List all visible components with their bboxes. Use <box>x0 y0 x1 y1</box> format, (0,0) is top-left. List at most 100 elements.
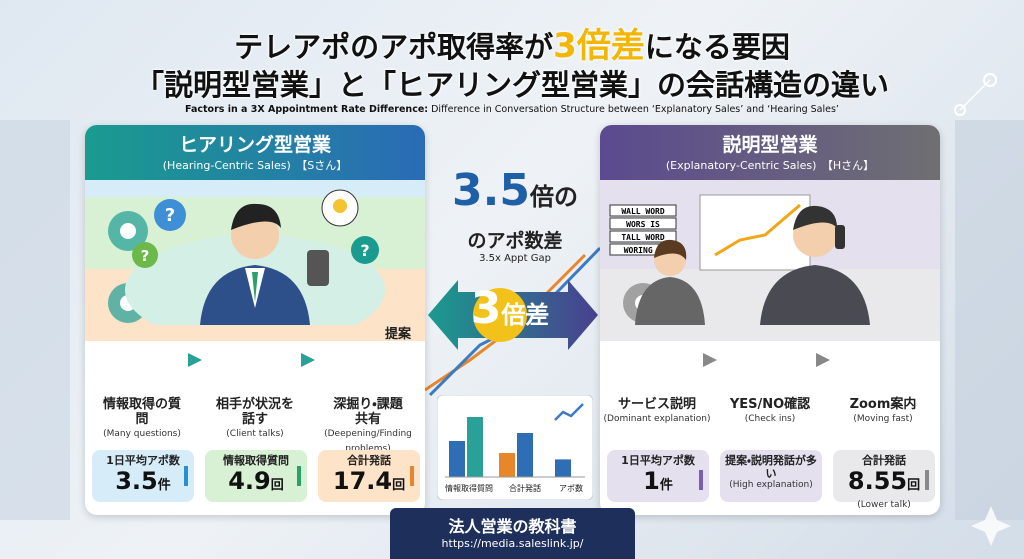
icon-text: WALL WORD <box>621 207 665 216</box>
step-label: YES/NO確認 (Check ins) <box>715 397 825 427</box>
step-label-jp: サービス説明 <box>617 397 696 412</box>
x-tick-label: 情報取得質問 <box>445 483 493 493</box>
panel-subtitle-en: (Hearing-Centric Sales) <box>162 159 291 172</box>
icon-text: WORS IS <box>626 220 660 229</box>
footer-url: https://media.saleslink.jp/ <box>441 537 584 550</box>
stat-value-row: 1件 <box>607 467 709 500</box>
step-arrow <box>301 353 315 367</box>
ratio-line-2: のアポ数差 <box>467 230 563 252</box>
bar <box>467 417 483 477</box>
step-label-en: (Check ins) <box>744 414 796 424</box>
ratio-block: 3.5倍の <box>440 165 590 216</box>
panel-title: 説明型営業 <box>722 134 818 156</box>
ratio-unit: 倍の <box>529 183 578 211</box>
stat-label: 1日平均アポ数 <box>106 454 180 467</box>
step-note: 提案 <box>385 327 412 342</box>
ratio-value: 3.5 <box>452 165 530 216</box>
step-arrow <box>703 353 717 367</box>
footer-brand: 法人営業の教科書 <box>448 517 577 536</box>
stat-label: 合計発話 <box>862 454 906 467</box>
stat-value: 4.9 <box>228 467 271 495</box>
svg-text:?: ? <box>360 241 369 260</box>
step-icon: WALL WORD WORS IS TALL WORD WORING T <box>609 204 677 256</box>
icon-shape <box>120 223 136 239</box>
stat-note: (High explanation) <box>729 480 813 490</box>
icon-text: WORING T <box>624 246 663 255</box>
step-label-jp: 情報取得の質問 <box>102 397 181 427</box>
step-label-jp: Zoom案内 <box>849 397 917 412</box>
step-label: Zoom案内 (Moving fast) <box>828 397 938 427</box>
stat-unit: 回 <box>907 478 921 493</box>
ratio-en: 3.5x Appt Gap <box>479 253 551 264</box>
banner-value: 3 <box>470 283 502 334</box>
icon-line-box <box>609 204 677 217</box>
x-tick-label: アポ数 <box>559 483 583 493</box>
panel-title: ヒアリング型営業 <box>178 134 331 156</box>
stat-box: 合計発話 8.55回 (Lower talk) <box>833 450 935 510</box>
stat-box: 提案・説明発話が多い (High explanation) <box>720 450 822 502</box>
step-label: サービス説明 (Dominant explanation) <box>602 397 712 427</box>
stat-label: 1日平均アポ数 <box>621 454 695 467</box>
stat-arrow <box>184 466 188 486</box>
step-label: 相手が状況を話す (Client talks) <box>200 397 310 442</box>
step-icon <box>108 211 148 251</box>
svg-text:?: ? <box>141 247 150 265</box>
stat-box: 1日平均アポ数 3.5件 <box>92 450 194 502</box>
stat-arrow <box>699 470 703 490</box>
stat-value: 17.4 <box>332 467 393 495</box>
salesperson-illustration: ? ? ? <box>125 189 385 325</box>
step-label-en: (Dominant explanation) <box>603 414 711 424</box>
subtitle-rest: Difference in Conversation Structure bet… <box>428 104 839 115</box>
step-label-en: (Moving fast) <box>853 414 913 424</box>
step-label: 深掘り・課題共有 (Deepening/Finding problems) <box>313 397 423 457</box>
step-arrow <box>188 353 202 367</box>
stat-unit: 件 <box>659 478 673 493</box>
stat-unit: 件 <box>157 478 171 493</box>
banner-unit: 倍差 <box>501 301 550 329</box>
stat-box: 1日平均アポ数 1件 <box>607 450 709 502</box>
title-line-2: 「説明型営業」と「ヒアリング型営業」の会話構造の違い <box>134 68 889 102</box>
panel-subtitle: (Hearing-Centric Sales) 【Sさん】 <box>85 157 425 173</box>
stat-arrow <box>297 466 301 486</box>
step-label-en: (Deepening/Finding problems) <box>324 429 412 454</box>
step-label-en: (Many questions) <box>103 429 181 439</box>
bar <box>517 433 533 477</box>
stat-label: 合計発話 <box>347 454 391 467</box>
salesperson-illustration <box>635 194 870 325</box>
stat-label: 情報取得質問 <box>223 454 289 467</box>
panel-person: 【Sさん】 <box>301 159 348 172</box>
bar <box>499 453 515 477</box>
stat-unit: 回 <box>392 478 406 493</box>
panel-subtitle-en: (Explanatory-Centric Sales) <box>665 159 817 172</box>
stat-value-row: 3.5件 <box>92 467 194 500</box>
stat-arrow <box>410 466 414 486</box>
icon-line-box <box>609 217 677 230</box>
title-part: になる要因 <box>644 30 790 64</box>
stat-label: 提案・説明発話が多い <box>725 454 817 480</box>
icon-text: TALL WORD <box>621 233 665 242</box>
title-line-1: テレアポのアポ取得率が3倍差になる要因 <box>0 18 1024 67</box>
bar <box>449 441 465 477</box>
icon-line-box <box>609 230 677 243</box>
panel-header: 説明型営業 (Explanatory-Centric Sales) 【Hさん】 <box>600 125 940 180</box>
step-label-jp: 深掘り・課題共有 <box>333 397 403 427</box>
step-label-jp: 相手が状況を話す <box>215 397 294 427</box>
title-part: テレアポのアポ取得率が <box>234 30 554 64</box>
mini-chart: 情報取得質問 合計発話 アポ数 <box>437 395 593 500</box>
step-label-jp: YES/NO確認 <box>729 397 811 412</box>
stat-arrow <box>925 470 929 490</box>
stat-box: 合計発話 17.4回 <box>318 450 420 502</box>
title-highlight: 3倍差 <box>553 26 645 66</box>
subtitle: Factors in a 3X Appointment Rate Differe… <box>0 104 1024 115</box>
stat-value: 8.55 <box>847 467 908 495</box>
x-tick-label: 合計発話 <box>509 483 541 493</box>
stat-box: 情報取得質問 4.9回 <box>205 450 307 502</box>
hearing-panel: ヒアリング型営業 (Hearing-Centric Sales) 【Sさん】 ?… <box>85 125 425 515</box>
footer: 法人営業の教科書 https://media.saleslink.jp/ <box>390 508 635 559</box>
stat-unit: 回 <box>270 478 284 493</box>
gap-banner <box>428 280 598 350</box>
panel-header: ヒアリング型営業 (Hearing-Centric Sales) 【Sさん】 <box>85 125 425 180</box>
step-label: 情報取得の質問 (Many questions) <box>87 397 197 442</box>
